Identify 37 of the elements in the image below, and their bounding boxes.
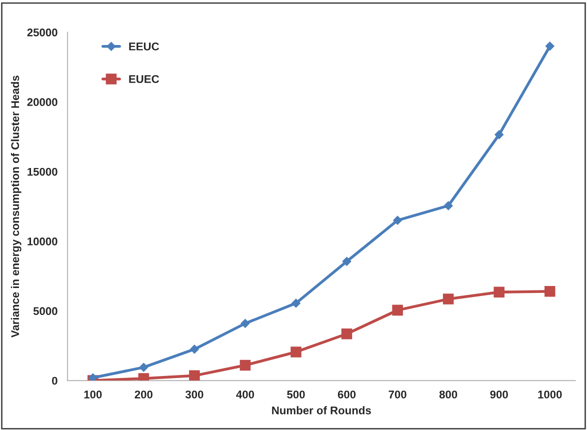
y-tick-label: 0 — [52, 376, 58, 385]
point — [342, 256, 352, 266]
x-tick-label: 100 — [84, 390, 102, 398]
point — [393, 216, 402, 225]
point — [240, 360, 251, 371]
point — [444, 201, 453, 210]
x-axis-title: Number of Rounds — [272, 406, 371, 414]
point — [544, 286, 556, 297]
x-tick-label: 400 — [236, 390, 254, 398]
y-tick-label: 25000 — [27, 28, 58, 36]
legend-label: EUEC — [129, 75, 160, 83]
legend-label: EEUC — [129, 42, 160, 50]
point — [341, 328, 352, 340]
y-axis-title: Variance in energy consumption of Cluster Heads — [10, 76, 22, 338]
point — [240, 318, 250, 328]
point — [190, 344, 199, 354]
point — [189, 370, 200, 381]
x-tick-label: 800 — [439, 390, 458, 398]
point — [494, 286, 504, 298]
x-tick-label: 600 — [338, 390, 356, 398]
y-tick-label: 20000 — [27, 98, 58, 106]
y-tick-label: 15000 — [28, 168, 58, 176]
x-tick-label: 900 — [490, 390, 508, 398]
x-tick-label: 200 — [134, 390, 152, 398]
point — [292, 298, 300, 308]
y-tick-label: 5000 — [33, 307, 58, 316]
point — [392, 304, 403, 316]
y-tick-label: 10000 — [28, 237, 58, 246]
point — [442, 294, 454, 304]
point — [290, 346, 302, 358]
point — [545, 42, 554, 51]
x-tick-label: 1000 — [538, 390, 562, 398]
point — [139, 362, 148, 372]
x-tick-label: 700 — [388, 390, 406, 398]
point — [494, 130, 504, 140]
x-tick-label: 500 — [287, 390, 305, 398]
x-tick-label: 300 — [185, 390, 204, 398]
